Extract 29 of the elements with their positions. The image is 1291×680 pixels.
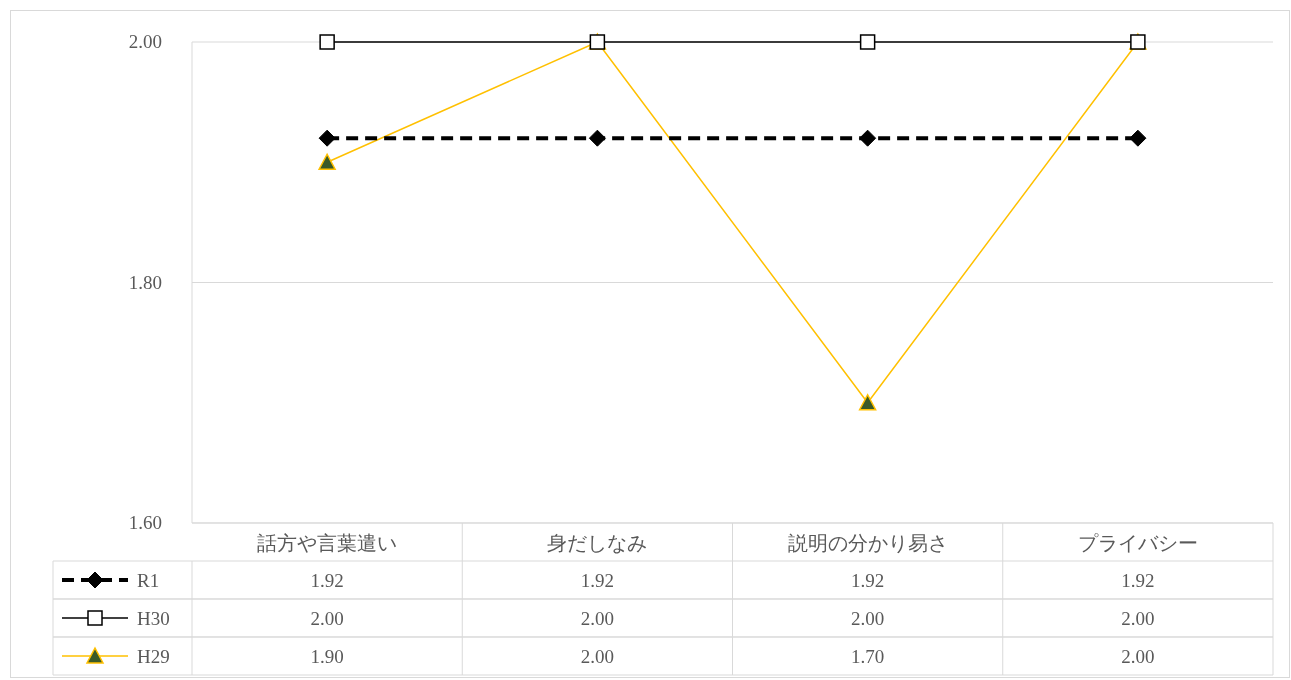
data-label: 2.00: [1121, 608, 1155, 629]
data-label: 1.92: [580, 570, 614, 591]
x-tick-label: 話方や言葉遣い: [257, 532, 398, 554]
x-tick-label: プライバシー: [1077, 532, 1198, 554]
y-tick-label: 2.00: [128, 31, 162, 52]
data-label: 2.00: [580, 646, 614, 667]
point: [318, 153, 336, 170]
data-label: 1.70: [851, 646, 885, 667]
x-tick-label: 説明の分かり易さ: [787, 532, 948, 554]
data-label: 1.92: [310, 570, 344, 591]
legend-label: R1: [137, 570, 160, 591]
data-label: 2.00: [851, 608, 885, 629]
y-tick-label: 1.80: [128, 271, 162, 293]
data-label: 2.00: [310, 608, 344, 629]
point: [318, 129, 336, 147]
y-tick-label: 1.60: [128, 512, 162, 533]
x-tick-label: 身だしなみ: [547, 532, 648, 554]
point: [588, 129, 606, 147]
point: [1129, 129, 1147, 147]
legend-label: H29: [137, 646, 170, 667]
data-label: 2.00: [580, 608, 614, 629]
data-label: 1.92: [1121, 570, 1155, 591]
point: [858, 394, 877, 411]
legend-label: H30: [137, 608, 170, 629]
data-label: 1.92: [851, 570, 885, 591]
data-label: 1.90: [310, 646, 344, 667]
data-label: 2.00: [1121, 646, 1155, 667]
point: [859, 129, 877, 147]
point: [859, 34, 876, 50]
